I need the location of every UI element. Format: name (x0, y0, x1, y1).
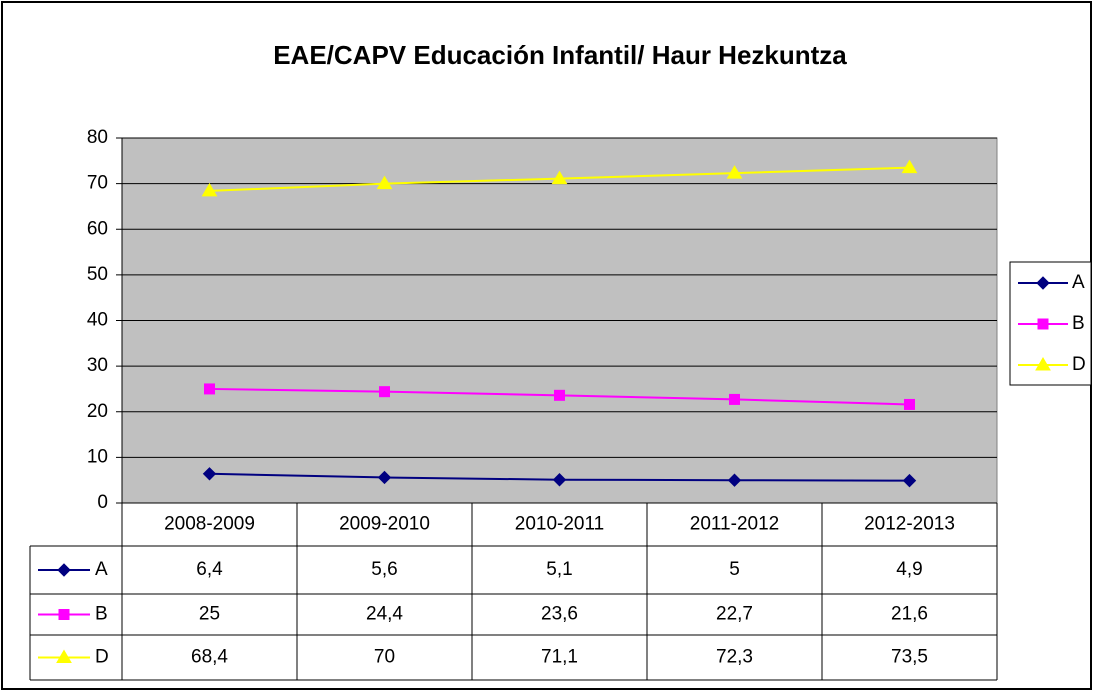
table-value: 23,6 (541, 604, 578, 625)
x-tick-label: 2009-2010 (339, 514, 430, 535)
table-value: 22,7 (716, 604, 753, 625)
table-legend-marker (58, 609, 70, 620)
data-point (554, 389, 565, 401)
legend-label: A (1072, 272, 1085, 293)
y-tick-label: 50 (87, 264, 108, 285)
y-tick-label: 40 (87, 310, 108, 331)
y-tick-label: 10 (87, 446, 108, 467)
data-point (901, 159, 918, 174)
table-value: 6,4 (196, 559, 223, 580)
legend-marker (1037, 318, 1049, 330)
table-value: 70 (374, 647, 395, 668)
data-point (376, 175, 393, 190)
table-value: 24,4 (366, 604, 403, 625)
table-value: 4,9 (896, 559, 922, 580)
y-tick-label: 70 (87, 173, 108, 194)
table-legend-marker (56, 649, 72, 663)
table-value: 71,1 (541, 647, 578, 668)
x-tick-label: 2008-2009 (164, 514, 255, 535)
data-point (552, 473, 567, 487)
data-point (729, 393, 740, 405)
table-legend-marker (57, 563, 71, 577)
data-point (551, 170, 568, 185)
chart-title: EAE/CAPV Educación Infantil/ Haur Hezkun… (273, 40, 847, 70)
table-value: 72,3 (716, 647, 753, 668)
data-point (377, 470, 392, 485)
data-point (202, 467, 217, 481)
data-point (204, 383, 215, 395)
y-tick-label: 0 (97, 492, 108, 513)
legend-label: D (1072, 354, 1086, 375)
table-row-label: D (95, 647, 109, 668)
data-point (904, 398, 915, 410)
y-tick-label: 60 (87, 218, 108, 239)
table-value: 5,1 (546, 559, 572, 580)
x-tick-label: 2010-2011 (515, 514, 604, 535)
data-point (201, 182, 218, 197)
data-point (727, 473, 742, 487)
legend-marker (1036, 276, 1050, 290)
table-value: 73,5 (891, 647, 928, 668)
table-value: 5 (729, 559, 740, 580)
table-value: 68,4 (191, 647, 228, 668)
data-point (379, 386, 390, 398)
table-value: 21,6 (891, 604, 928, 625)
x-tick-label: 2012-2013 (864, 514, 955, 535)
legend-label: B (1072, 313, 1085, 334)
table-value: 25 (199, 604, 220, 625)
table-row-label: A (95, 559, 108, 580)
y-tick-label: 80 (87, 127, 108, 148)
y-tick-label: 20 (87, 401, 108, 422)
data-point (902, 473, 917, 488)
data-point (726, 165, 743, 179)
table-value: 5,6 (371, 559, 397, 580)
legend-marker (1035, 357, 1051, 371)
x-tick-label: 2011-2012 (690, 514, 779, 535)
y-tick-label: 30 (87, 355, 108, 376)
table-row-label: B (95, 604, 108, 625)
